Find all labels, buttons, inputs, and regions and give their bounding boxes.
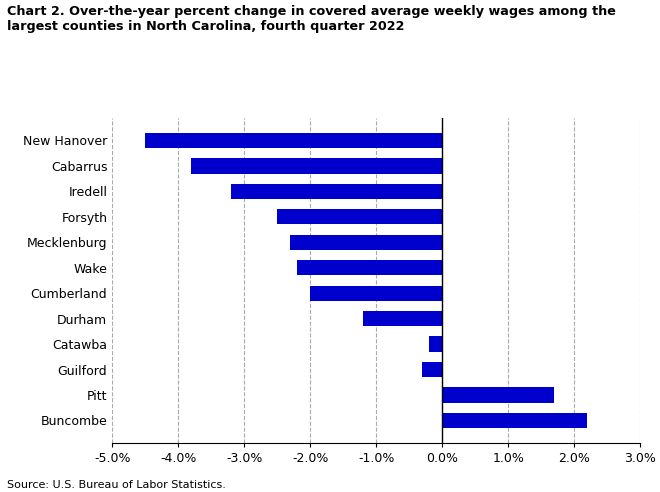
Bar <box>277 209 442 224</box>
Bar <box>422 362 442 377</box>
Bar <box>297 260 442 276</box>
Bar <box>290 235 442 250</box>
Text: Source: U.S. Bureau of Labor Statistics.: Source: U.S. Bureau of Labor Statistics. <box>7 480 226 490</box>
Bar <box>363 311 442 326</box>
Bar <box>442 387 554 402</box>
Bar <box>310 285 442 301</box>
Bar <box>442 413 587 428</box>
Bar <box>429 337 442 352</box>
Bar <box>145 133 442 148</box>
Bar <box>191 158 442 174</box>
Bar <box>231 184 442 199</box>
Text: Chart 2. Over-the-year percent change in covered average weekly wages among the
: Chart 2. Over-the-year percent change in… <box>7 5 616 33</box>
